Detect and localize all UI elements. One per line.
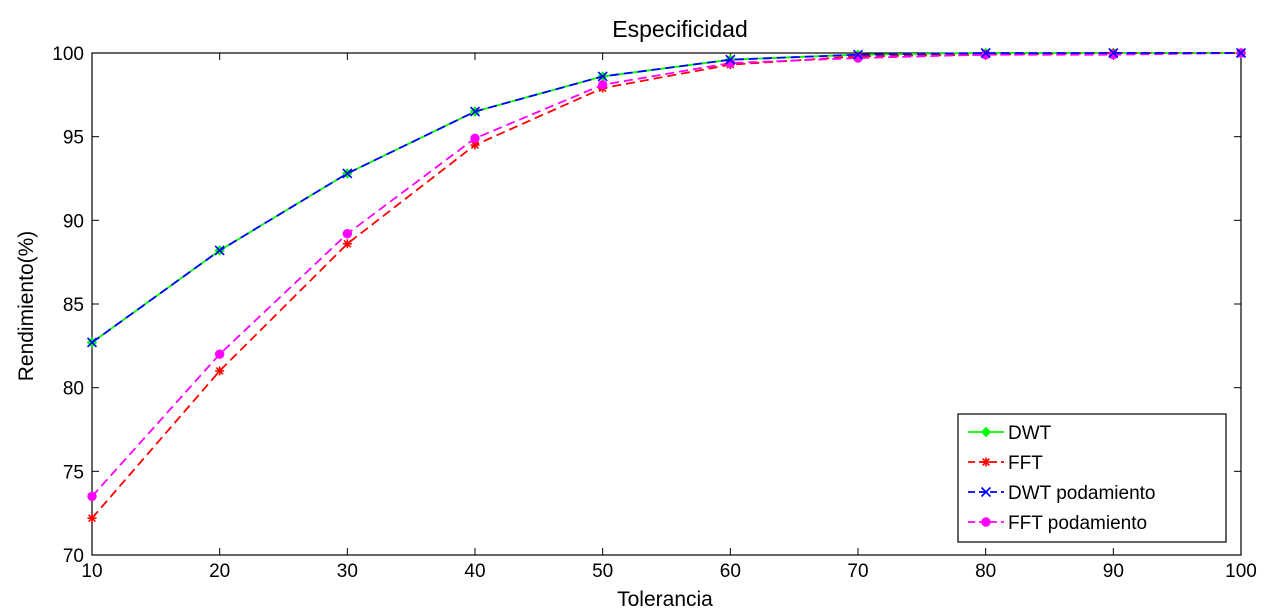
legend-label: FFT podamiento: [1008, 513, 1147, 534]
legend-entry-fft: FFT: [968, 453, 1043, 474]
data-point-dwt-podamiento: [342, 168, 353, 179]
data-point-dwt-podamiento: [469, 106, 481, 117]
x-tick-label: 20: [209, 561, 230, 582]
data-point-dwt-podamiento: [725, 54, 736, 65]
data-point-dwt-podamiento: [980, 47, 991, 59]
data-point-fft-podamiento: [470, 133, 480, 144]
data-point-fft-podamiento: [87, 491, 97, 502]
data-point-fft-podamiento: [1108, 49, 1119, 60]
x-tick-label: 60: [720, 561, 741, 582]
x-tick-label: 10: [81, 561, 102, 582]
data-point-dwt-podamiento: [1108, 47, 1119, 59]
legend-box: [957, 413, 1227, 543]
x-tick-label: 30: [337, 561, 358, 582]
x-tick-label: 70: [847, 561, 868, 582]
y-axis-label: Rendimiento(%): [15, 231, 38, 382]
series-line-dwt-podamiento: [91, 52, 1241, 344]
y-tick-label: 100: [52, 44, 84, 65]
legend-marker: [981, 457, 991, 467]
legend: DWT FFT DWT podamiento FFT podamiento: [957, 413, 1227, 543]
legend-marker: [980, 426, 992, 438]
x-tick-label: 80: [975, 561, 996, 582]
x-tick-label: 50: [592, 561, 613, 582]
legend-marker: [981, 517, 991, 527]
data-point-fft-podamiento: [342, 229, 353, 239]
data-point-fft-podamiento: [597, 80, 608, 90]
data-point-dwt-podamiento: [1235, 47, 1247, 59]
legend-entry-dwt-podamiento: DWT podamiento: [968, 483, 1156, 504]
data-point-fft: [342, 239, 352, 249]
x-tick-label: 40: [464, 561, 485, 582]
data-point-dwt-podamiento: [214, 245, 225, 256]
legend-entry-fft-podamiento: FFT podamiento: [968, 513, 1147, 534]
y-tick-label: 70: [63, 546, 84, 567]
series-dwt-podamiento: [86, 47, 1247, 348]
data-point-fft: [215, 366, 225, 376]
x-axis-label: Tolerancia: [617, 588, 713, 610]
series-line-fft-podamiento: [91, 52, 1242, 498]
data-point-dwt-podamiento: [852, 49, 864, 60]
x-tick-label: 90: [1103, 561, 1124, 582]
y-tick-label: 75: [63, 462, 84, 483]
data-point-fft: [87, 513, 97, 523]
legend-entry-dwt: DWT: [968, 423, 1052, 444]
legend-label: DWT: [1008, 423, 1052, 444]
chart-title: Especificidad: [612, 16, 748, 42]
data-point-fft-podamiento: [214, 349, 225, 359]
data-point-dwt-podamiento: [86, 337, 98, 348]
legend-label: DWT podamiento: [1008, 483, 1156, 504]
legend-marker: [980, 486, 992, 498]
y-tick-label: 90: [63, 211, 84, 232]
legend-label: FFT: [1008, 453, 1043, 474]
y-tick-label: 95: [63, 128, 84, 149]
data-point-fft-podamiento: [980, 49, 991, 60]
y-tick-label: 80: [63, 379, 84, 400]
y-tick-label: 85: [63, 295, 84, 316]
data-point-dwt-podamiento: [597, 71, 608, 82]
x-tick-label: 100: [1225, 561, 1257, 582]
